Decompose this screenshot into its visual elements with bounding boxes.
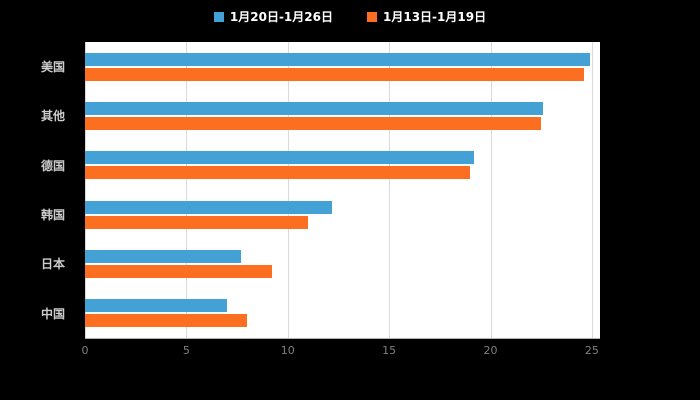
legend-item-series2: 1月13日-1月19日: [367, 8, 486, 25]
legend-swatch-blue-icon: [213, 11, 224, 22]
y-category-label: 中国: [40, 306, 65, 321]
gridline: [287, 42, 289, 338]
y-category-label: 其他: [40, 109, 65, 124]
bar-group: [85, 141, 600, 190]
gridline: [186, 42, 188, 338]
bar: [85, 314, 248, 328]
bar: [85, 101, 544, 115]
legend-swatch-orange-icon: [367, 11, 377, 22]
y-category-label: 德国: [40, 158, 65, 173]
plot-area: [85, 42, 600, 339]
bar-group: [85, 91, 600, 140]
x-tick-label: 0: [81, 344, 89, 357]
legend-label-series2: 1月13日-1月19日: [383, 10, 487, 24]
chart-legend: 1月20日-1月26日 1月13日-1月19日: [0, 8, 700, 25]
bar: [85, 200, 333, 214]
bar-group: [85, 42, 600, 91]
bar-group: [85, 289, 600, 338]
gridline: [85, 42, 86, 338]
bar: [85, 166, 471, 180]
bar: [85, 67, 584, 81]
bar: [85, 249, 242, 263]
bar: [85, 264, 272, 278]
bar-group: [85, 239, 600, 288]
legend-item-series1: 1月20日-1月26日: [213, 8, 333, 25]
bar-group: [85, 190, 600, 239]
bar-groups: [85, 42, 600, 338]
y-category-label: 韩国: [40, 208, 65, 223]
bar: [85, 151, 475, 165]
bar: [85, 299, 227, 313]
gridline: [591, 42, 593, 338]
x-tick-label: 10: [280, 344, 295, 357]
x-tick-label: 25: [584, 344, 599, 357]
x-tick-label: 15: [382, 344, 397, 357]
legend-label-series1: 1月20日-1月26日: [229, 10, 333, 24]
x-tick-label: 5: [182, 344, 190, 357]
bar: [85, 215, 309, 229]
gridline: [490, 42, 492, 338]
y-axis-category-labels: 美国其他德国韩国日本中国: [0, 42, 77, 338]
y-category-label: 美国: [40, 60, 65, 75]
y-category-label: 日本: [40, 257, 65, 272]
gridline: [389, 42, 391, 338]
bar: [85, 116, 542, 130]
bar: [85, 52, 590, 66]
x-tick-label: 20: [483, 344, 498, 357]
